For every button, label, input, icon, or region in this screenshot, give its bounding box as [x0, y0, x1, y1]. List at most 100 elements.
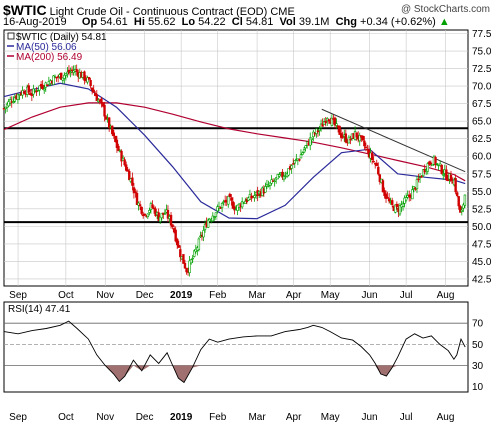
rsi-x-tick-label: Jun: [362, 412, 378, 423]
price-candle-body: [446, 178, 450, 181]
price-candle-body: [222, 201, 225, 203]
price-candle-body: [159, 216, 162, 222]
price-candle-body: [426, 163, 429, 172]
price-candle-body: [292, 163, 295, 165]
price-candle-body: [403, 197, 406, 204]
price-candle-body: [383, 190, 386, 196]
low-value: 54.22: [198, 16, 226, 28]
price-candle-body: [268, 182, 272, 186]
price-candle-body: [375, 162, 378, 167]
price-candle-body: [63, 74, 66, 79]
price-candle-body: [18, 94, 21, 96]
price-candle-body: [60, 72, 63, 80]
price-candle-body: [103, 104, 106, 117]
price-candle-body: [41, 84, 44, 89]
price-candle-body: [384, 193, 388, 199]
price-candle-body: [370, 152, 374, 160]
price-candle-body: [355, 132, 358, 138]
price-candle-body: [124, 164, 128, 171]
price-candle-body: [89, 80, 92, 87]
rsi-x-tick-label: Dec: [136, 412, 154, 423]
price-candle-body: [386, 196, 389, 199]
legend-label: MA(50) 56.06: [16, 42, 77, 53]
price-candle-body: [460, 209, 464, 212]
price-candle-body: [115, 139, 119, 149]
price-candle-body: [151, 204, 154, 208]
price-candle-body: [282, 176, 286, 180]
price-y-tick-label: 55.0: [472, 187, 492, 198]
price-candle-body: [358, 135, 361, 142]
price-candle-body: [143, 213, 146, 216]
price-candle-body: [330, 117, 334, 126]
price-candle-body: [199, 235, 202, 238]
price-candle-body: [16, 93, 20, 100]
price-candle-body: [322, 121, 326, 125]
price-candle-body: [83, 71, 86, 81]
price-candle-body: [95, 94, 99, 102]
price-y-tick-label: 42.5: [472, 274, 492, 285]
price-candle-body: [395, 203, 399, 208]
price-candle-body: [137, 202, 140, 206]
price-candle-body: [182, 254, 185, 264]
price-candle-body: [327, 119, 330, 122]
price-candle-body: [339, 133, 343, 138]
price-candle-body: [132, 187, 136, 194]
price-candle-body: [324, 121, 327, 124]
price-candle-body: [435, 163, 439, 165]
price-candle-body: [264, 186, 267, 193]
price-candle-body: [457, 196, 460, 207]
price-candle-body: [445, 169, 448, 181]
price-candle-body: [377, 166, 380, 175]
change-arrow-icon: ▲: [438, 16, 450, 28]
price-candle-body: [138, 204, 142, 207]
price-candle-body: [454, 178, 457, 193]
price-candle-body: [253, 195, 256, 198]
change-label: Chg: [335, 16, 357, 28]
price-x-tick-label: Mar: [248, 290, 266, 301]
quote-row: 16-Aug-2019 Op 54.61 Hi 55.62 Lo 54.22 C…: [3, 16, 450, 28]
price-candle-body: [206, 219, 210, 228]
price-candle-body: [273, 180, 276, 182]
price-candle-body: [312, 131, 315, 138]
price-y-tick-label: 47.5: [472, 239, 492, 250]
price-candle-body: [35, 90, 38, 93]
price-candle-body: [211, 215, 214, 222]
price-candle-body: [462, 204, 465, 209]
rsi-x-tick-label: Oct: [58, 412, 74, 423]
price-candle-body: [438, 163, 442, 167]
price-candle-body: [128, 170, 131, 181]
price-candle-body: [302, 149, 306, 153]
price-y-tick-label: 57.5: [472, 169, 492, 180]
price-candle-body: [171, 224, 174, 228]
close-label: Cl: [231, 16, 243, 28]
price-candle-body: [111, 125, 114, 135]
price-candle-body: [117, 145, 120, 151]
legend-label: $WTIC (Daily) 54.81: [16, 32, 107, 43]
price-candle-body: [70, 69, 74, 72]
rsi-legend-label: RSI(14) 47.41: [8, 304, 71, 315]
price-candle-body: [401, 203, 405, 207]
rsi-y-tick-label: 50: [472, 340, 484, 351]
rsi-panel-frame: [3, 301, 469, 393]
price-candle-body: [364, 146, 368, 149]
price-candle-body: [67, 69, 71, 74]
price-y-tick-label: 62.5: [472, 134, 492, 145]
price-candle-body: [372, 160, 375, 163]
price-candle-body: [434, 156, 437, 166]
price-candle-body: [185, 267, 188, 273]
price-candle-body: [381, 180, 385, 193]
price-candle-body: [321, 123, 324, 127]
instrument-name: Light Crude Oil - Continuous Contract (E…: [49, 6, 268, 18]
price-candle-body: [236, 204, 239, 211]
price-candle-body: [4, 106, 7, 109]
copyright-text: @ StockCharts.com: [400, 4, 490, 15]
chart-header: $WTIC Light Crude Oil - Continuous Contr…: [0, 0, 496, 30]
price-candle-body: [338, 125, 341, 135]
rsi-x-tick-label: Mar: [248, 412, 266, 423]
price-candle-body: [140, 206, 143, 214]
price-y-tick-label: 45.0: [472, 257, 492, 268]
open-label: Op: [81, 16, 98, 28]
price-candle-body: [123, 159, 126, 166]
price-x-tick-label: Sep: [9, 290, 27, 301]
price-x-tick-label: Apr: [286, 290, 302, 301]
